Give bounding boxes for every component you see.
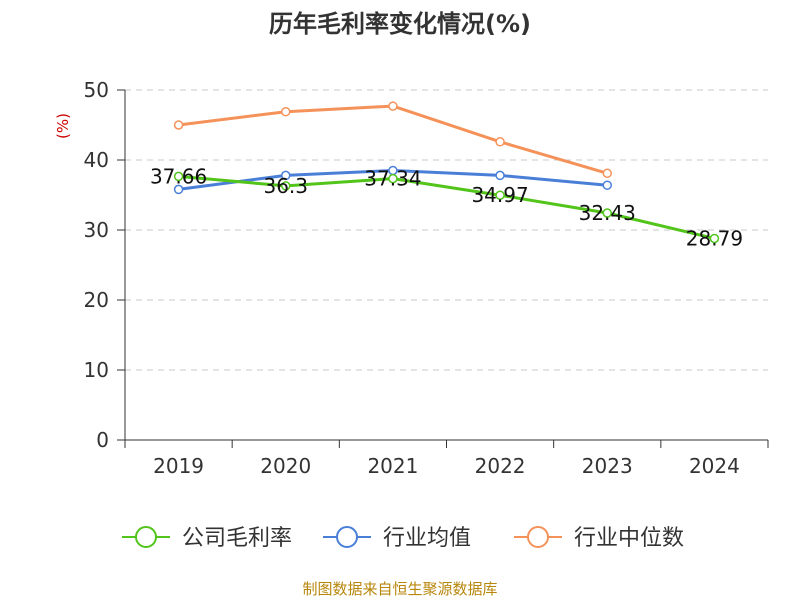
- data-point: [709, 233, 720, 244]
- legend-label: 行业中位数: [574, 526, 684, 551]
- data-point: [602, 168, 612, 179]
- legend: 公司毛利率 行业均值 行业中位数: [122, 526, 684, 551]
- x-tick-label: 2024: [689, 454, 740, 478]
- data-point: [495, 137, 505, 147]
- source-note: 制图数据来自恒生聚源数据库: [302, 580, 497, 598]
- axes: 0 10 20 30 40 50 2019 2020 2021 2022 2023 2024: [84, 78, 769, 478]
- data-point: [281, 181, 291, 191]
- data-label: 37.34: [364, 167, 421, 191]
- legend-label: 公司毛利率: [182, 526, 292, 551]
- data-label: 32.43: [579, 201, 636, 225]
- legend-item: 行业中位数: [514, 526, 684, 551]
- data-point: [495, 170, 505, 181]
- x-tick-label: 2023: [582, 454, 633, 478]
- grid: [125, 89, 768, 371]
- series: [173, 101, 720, 244]
- x-tick-label: 2021: [367, 454, 418, 478]
- legend-swatch-marker: [527, 526, 549, 548]
- data-labels: 37.66 36.3 37.34 34.97 32.43 28.79: [150, 164, 743, 250]
- data-label: 36.3: [263, 174, 308, 198]
- y-tick-label: 20: [84, 288, 109, 312]
- data-point: [495, 190, 505, 200]
- y-axis-label: (%): [54, 113, 72, 139]
- data-point: [388, 173, 398, 184]
- data-point: [173, 171, 184, 182]
- data-point: [281, 106, 291, 117]
- data-point: [173, 184, 184, 195]
- y-tick-label: 30: [84, 218, 109, 242]
- legend-item: 公司毛利率: [122, 526, 292, 551]
- series-line: [177, 174, 716, 240]
- data-point: [602, 180, 612, 190]
- data-label: 37.66: [150, 164, 207, 188]
- legend-label: 行业均值: [383, 526, 471, 551]
- data-point: [173, 120, 184, 130]
- x-tick-label: 2022: [475, 454, 526, 478]
- series-line: [177, 104, 609, 175]
- legend-swatch-marker: [135, 526, 157, 548]
- legend-swatch-marker: [336, 526, 358, 548]
- y-tick-label: 10: [84, 358, 109, 382]
- x-tick-label: 2020: [260, 454, 311, 478]
- data-point: [281, 170, 291, 181]
- data-point: [602, 208, 612, 218]
- y-tick-label: 40: [84, 148, 109, 172]
- y-tick-label: 50: [84, 78, 109, 102]
- data-label: 34.97: [471, 183, 528, 207]
- y-tick-label: 0: [96, 428, 109, 452]
- data-label: 28.79: [686, 226, 743, 250]
- data-point: [388, 101, 398, 111]
- chart-title: 历年毛利率变化情况(%): [269, 10, 531, 38]
- legend-item: 行业均值: [323, 526, 471, 551]
- x-tick-label: 2019: [153, 454, 204, 478]
